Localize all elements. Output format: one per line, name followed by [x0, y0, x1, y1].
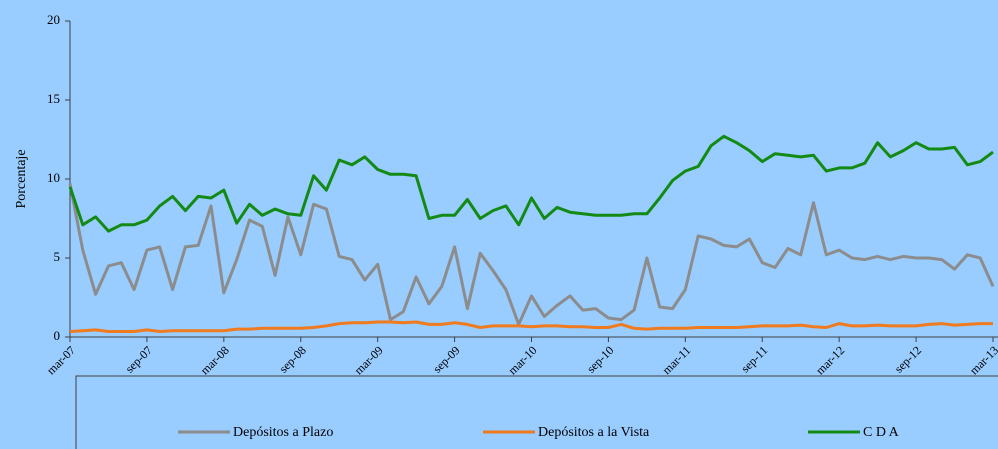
y-axis-title: Porcentaje: [14, 149, 29, 208]
series-line: [68, 134, 994, 233]
x-tick-label: mar-09: [351, 343, 385, 377]
x-tick-label: mar-08: [198, 343, 232, 377]
x-tick-label: sep-10: [584, 343, 617, 376]
legend-box: [75, 375, 998, 449]
x-tick-label: sep-07: [122, 343, 155, 376]
y-tick-label: 15: [47, 91, 60, 106]
series-line: [69, 320, 993, 333]
legend-label: Depósitos a Plazo: [233, 425, 333, 440]
y-tick-label: 5: [54, 249, 61, 264]
legend-label: C D A: [863, 425, 900, 440]
x-tick-label: mar-12: [813, 343, 847, 377]
y-tick-label: 10: [47, 170, 60, 185]
x-tick-label: mar-07: [44, 343, 78, 377]
y-tick-label: 0: [54, 328, 61, 343]
series-line: [68, 183, 995, 326]
legend-label: Depósitos a la Vista: [538, 425, 650, 440]
x-tick-label: mar-10: [505, 343, 539, 377]
x-tick-label: mar-11: [659, 343, 693, 377]
x-tick-label: sep-09: [430, 343, 463, 376]
x-tick-label: sep-12: [892, 343, 925, 376]
x-tick-label: sep-11: [738, 343, 770, 375]
x-tick-label: sep-08: [276, 343, 309, 376]
y-tick-label: 20: [47, 12, 60, 27]
x-tick-label: mar-13: [967, 343, 998, 377]
